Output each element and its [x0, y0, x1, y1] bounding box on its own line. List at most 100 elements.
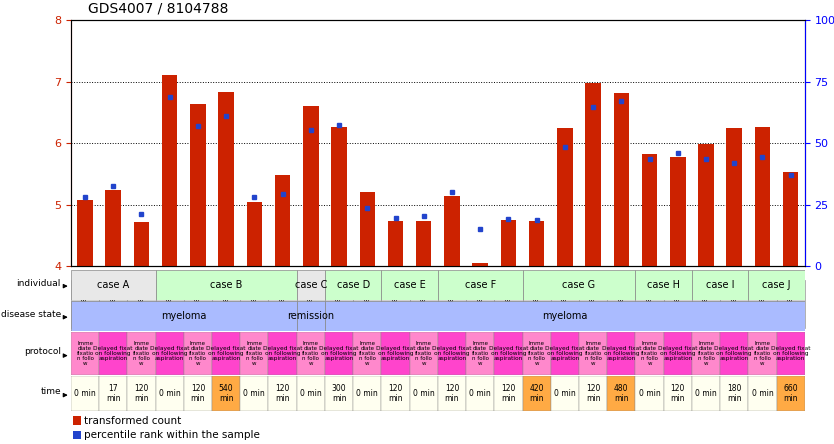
Bar [128, 280, 156, 328]
Text: Imme
diate
fixatio
n follo
w: Imme diate fixatio n follo w [133, 341, 150, 366]
Bar [71, 270, 156, 300]
Bar [78, 200, 93, 266]
Text: case I: case I [706, 280, 735, 289]
Bar [495, 332, 523, 375]
Text: Delayed fixat
on following
aspiration: Delayed fixat on following aspiration [319, 346, 359, 361]
Bar [720, 280, 748, 328]
Bar [495, 376, 523, 411]
Text: case F: case F [465, 280, 496, 289]
Bar [636, 270, 692, 300]
Text: 120
min: 120 min [445, 384, 460, 403]
Bar [156, 280, 183, 328]
Bar [162, 75, 178, 266]
Bar [183, 332, 212, 375]
Text: Imme
diate
fixatio
n follo
w: Imme diate fixatio n follo w [585, 341, 601, 366]
Bar [388, 221, 404, 266]
Bar [698, 144, 714, 266]
Text: myeloma: myeloma [542, 311, 588, 321]
Text: Delayed fixat
on following
aspiration: Delayed fixat on following aspiration [93, 346, 133, 361]
Text: 0 min: 0 min [244, 389, 265, 398]
Bar [183, 280, 212, 328]
Text: 180
min: 180 min [727, 384, 741, 403]
Bar [466, 376, 495, 411]
Bar [579, 332, 607, 375]
Text: 120
min: 120 min [585, 384, 600, 403]
Bar [212, 332, 240, 375]
Bar [269, 376, 297, 411]
Bar [297, 301, 325, 331]
Bar [557, 128, 573, 266]
Bar [73, 431, 81, 440]
Bar [607, 376, 636, 411]
Bar [438, 332, 466, 375]
Bar [776, 376, 805, 411]
Bar [550, 332, 579, 375]
Text: Imme
diate
fixatio
n follo
w: Imme diate fixatio n follo w [246, 341, 263, 366]
Bar [720, 332, 748, 375]
Bar [523, 270, 636, 300]
Bar [303, 106, 319, 266]
Text: 480
min: 480 min [614, 384, 629, 403]
Bar [156, 332, 183, 375]
Bar [748, 332, 776, 375]
Text: case B: case B [210, 280, 243, 289]
Bar [381, 332, 409, 375]
Bar [438, 270, 523, 300]
Text: Delayed fixat
on following
aspiration: Delayed fixat on following aspiration [601, 346, 641, 361]
Bar [325, 280, 353, 328]
Bar [523, 376, 550, 411]
Bar [438, 280, 466, 328]
Bar [726, 128, 742, 266]
Text: transformed count: transformed count [84, 416, 182, 426]
Bar [579, 280, 607, 328]
Text: 120
min: 120 min [389, 384, 403, 403]
Bar [353, 376, 381, 411]
Text: Delayed fixat
on following
aspiration: Delayed fixat on following aspiration [432, 346, 472, 361]
Bar [409, 280, 438, 328]
Bar [585, 83, 600, 266]
Text: Imme
diate
fixatio
n follo
w: Imme diate fixatio n follo w [77, 341, 93, 366]
Bar [381, 270, 438, 300]
Text: case J: case J [762, 280, 791, 289]
Bar [692, 376, 720, 411]
Text: Delayed fixat
on following
aspiration: Delayed fixat on following aspiration [715, 346, 754, 361]
Text: GDS4007 / 8104788: GDS4007 / 8104788 [88, 1, 228, 16]
Bar [325, 332, 353, 375]
Bar [692, 280, 720, 328]
Bar [692, 270, 748, 300]
Bar [472, 263, 488, 266]
Bar [466, 280, 495, 328]
Bar [692, 332, 720, 375]
Bar [297, 280, 325, 328]
Bar [636, 332, 664, 375]
Bar [500, 220, 516, 266]
Bar [416, 221, 431, 266]
Bar [381, 280, 409, 328]
Bar [529, 222, 545, 266]
Text: Delayed fixat
on following
aspiration: Delayed fixat on following aspiration [206, 346, 246, 361]
Text: 120
min: 120 min [134, 384, 148, 403]
Text: percentile rank within the sample: percentile rank within the sample [84, 430, 260, 440]
Bar [636, 280, 664, 328]
Text: case D: case D [337, 280, 369, 289]
Text: Imme
diate
fixatio
n follo
w: Imme diate fixatio n follo w [641, 341, 658, 366]
Bar [748, 270, 805, 300]
Bar [353, 332, 381, 375]
Text: 0 min: 0 min [695, 389, 717, 398]
Bar [99, 332, 128, 375]
Text: 0 min: 0 min [356, 389, 378, 398]
Bar [297, 332, 325, 375]
Bar [99, 376, 128, 411]
Bar [607, 280, 636, 328]
Bar [240, 332, 269, 375]
Text: 0 min: 0 min [639, 389, 661, 398]
Bar [240, 376, 269, 411]
Bar [71, 376, 99, 411]
Bar [550, 376, 579, 411]
Bar [720, 376, 748, 411]
Bar [133, 222, 149, 266]
Bar [495, 280, 523, 328]
Bar [325, 270, 381, 300]
Bar [269, 332, 297, 375]
Bar [523, 332, 550, 375]
